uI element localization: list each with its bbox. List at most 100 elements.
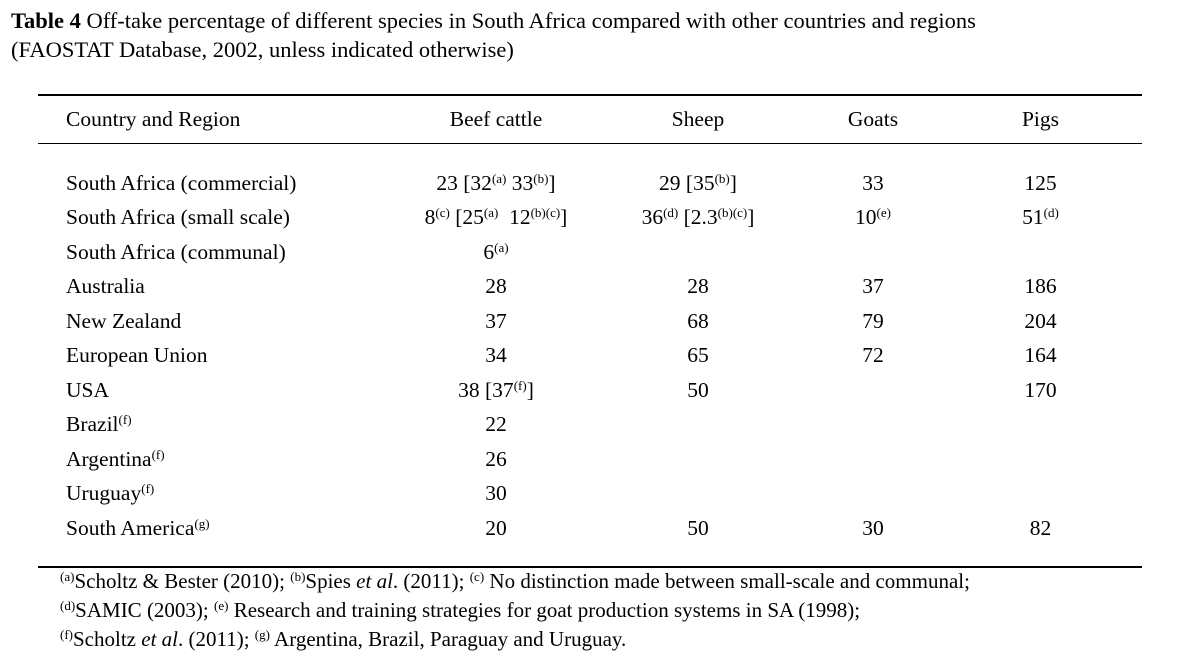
header-row: Country and Region Beef cattle Sheep Goa… xyxy=(38,100,1142,138)
value-text: ] xyxy=(526,377,534,402)
footnote-ref: (g) xyxy=(194,515,210,531)
footnote-marker: (d) xyxy=(60,598,76,613)
goats-cell: 37 xyxy=(862,274,884,299)
table-row: Uruguay(f) 30 xyxy=(38,477,1142,512)
beef-cell: 23 [32(a) 33(b)] xyxy=(403,166,589,201)
pigs-cell xyxy=(939,408,1142,443)
beef-cell: 26 xyxy=(485,446,507,471)
pigs-cell: 204 xyxy=(1024,308,1057,333)
value-text: 51 xyxy=(1022,205,1044,230)
table-row: Argentina(f) 26 xyxy=(38,442,1142,477)
country-cell: New Zealand xyxy=(66,308,182,333)
table-bottom-rule xyxy=(38,566,1142,568)
footnote-ref: (b) xyxy=(533,170,549,186)
footnote-ref: (f) xyxy=(141,481,155,497)
header-country: Country and Region xyxy=(66,106,241,131)
value-text: [25 xyxy=(449,205,484,230)
table-label: Table 4 xyxy=(11,8,81,33)
caption-line-1: Table 4 Off-take percentage of different… xyxy=(11,6,1191,35)
goats-cell: 30 xyxy=(862,515,884,540)
value-text: ] xyxy=(747,205,755,230)
pigs-cell: 82 xyxy=(1029,515,1052,540)
pigs-cell: 170 xyxy=(1024,377,1057,402)
country-cell: Australia xyxy=(66,274,145,299)
footnote-marker: (f) xyxy=(60,627,73,642)
pigs-cell: 125 xyxy=(1024,170,1057,195)
footnote-text: . (2011); xyxy=(392,569,470,593)
value-text: 10 xyxy=(855,205,877,230)
country-text: Argentina xyxy=(66,446,152,471)
footnote-text: Spies xyxy=(305,569,357,593)
table-body: South Africa (commercial) 23 [32(a) 33(b… xyxy=(38,166,1142,546)
table-row: South Africa (commercial) 23 [32(a) 33(b… xyxy=(38,166,1142,201)
pigs-cell: 164 xyxy=(1024,343,1057,368)
beef-cell: 30 xyxy=(485,481,507,506)
footnote-ref: (d) xyxy=(663,205,679,221)
sheep-cell xyxy=(589,408,807,443)
beef-cell: 20 xyxy=(485,515,507,540)
table-footnotes: (a)Scholtz & Bester (2010); (b)Spies et … xyxy=(60,567,1190,654)
footnote-marker: (e) xyxy=(214,598,229,613)
sheep-cell: 36(d) [2.3(b)(c)] xyxy=(589,201,807,236)
sheep-cell: 28 xyxy=(687,274,709,299)
country-cell: Uruguay(f) xyxy=(38,477,403,512)
table-row: Australia 28 28 37 186 xyxy=(38,270,1142,305)
goats-cell: 33 xyxy=(862,170,884,195)
table-row: USA 38 [37(f)] 50 170 xyxy=(38,373,1142,408)
footnote-line-3: (f)Scholtz et al. (2011); (g) Argentina,… xyxy=(60,625,1190,654)
table-row: European Union 34 65 72 164 xyxy=(38,339,1142,374)
country-cell: South Africa (communal) xyxy=(66,239,286,264)
goats-cell xyxy=(807,408,939,443)
value-text: ] xyxy=(548,170,556,195)
value-text: 29 [35 xyxy=(659,170,715,195)
footnote-ref: (a) xyxy=(491,170,507,186)
footnote-italic: et al xyxy=(356,569,393,593)
table-row: South Africa (communal) 6(a) xyxy=(38,235,1142,270)
value-text: 12 xyxy=(498,205,531,230)
footnote-text: . (2011); xyxy=(178,627,255,651)
caption-text: Off-take percentage of different species… xyxy=(80,8,976,33)
beef-cell: 8(c) [25(a) 12(b)(c)] xyxy=(403,201,589,236)
sheep-cell: 65 xyxy=(687,343,709,368)
table-row: Brazil(f) 22 xyxy=(38,408,1142,443)
goats-cell: 79 xyxy=(862,308,884,333)
footnote-ref: (d) xyxy=(1043,205,1059,221)
sheep-cell xyxy=(589,477,807,512)
caption-line-2: (FAOSTAT Database, 2002, unless indicate… xyxy=(11,37,514,62)
country-cell: USA xyxy=(66,377,110,402)
header-beef-cattle: Beef cattle xyxy=(449,106,543,131)
value-text: [2.3 xyxy=(678,205,718,230)
value-text: ] xyxy=(560,205,568,230)
footnote-marker: (c) xyxy=(469,569,485,584)
value-text: 6 xyxy=(483,239,495,264)
country-cell: South America(g) xyxy=(38,511,403,546)
footnote-italic: et al xyxy=(141,627,178,651)
sheep-cell xyxy=(589,442,807,477)
sheep-cell: 68 xyxy=(687,308,709,333)
table-row: South America(g) 20 50 30 82 xyxy=(38,511,1142,546)
header-goats: Goats xyxy=(847,106,899,131)
footnote-text: No distinction made between small-scale … xyxy=(484,569,970,593)
table-header-rule xyxy=(38,143,1142,144)
country-cell: South Africa (commercial) xyxy=(66,170,297,195)
country-cell: European Union xyxy=(66,343,208,368)
header-sheep: Sheep xyxy=(671,106,725,131)
pigs-cell: 186 xyxy=(1024,274,1057,299)
country-cell: Brazil(f) xyxy=(38,408,403,443)
sheep-cell xyxy=(589,235,807,270)
table-top-rule xyxy=(38,94,1142,96)
country-text: Uruguay xyxy=(66,481,142,506)
value-text: 8 xyxy=(424,205,436,230)
footnote-ref: (a) xyxy=(483,205,499,221)
footnote-text: Scholtz & Bester (2010); xyxy=(74,569,291,593)
pigs-cell xyxy=(939,477,1142,512)
beef-cell: 34 xyxy=(485,343,507,368)
footnote-ref: (a) xyxy=(494,239,509,255)
footnote-text: Scholtz xyxy=(73,627,142,651)
footnote-text: SAMIC (2003); xyxy=(75,598,215,622)
goats-cell: 72 xyxy=(862,343,884,368)
country-cell: South Africa (small scale) xyxy=(66,205,290,230)
country-text: Brazil xyxy=(66,412,119,437)
goats-cell xyxy=(807,442,939,477)
footnote-ref: (f) xyxy=(118,412,132,428)
